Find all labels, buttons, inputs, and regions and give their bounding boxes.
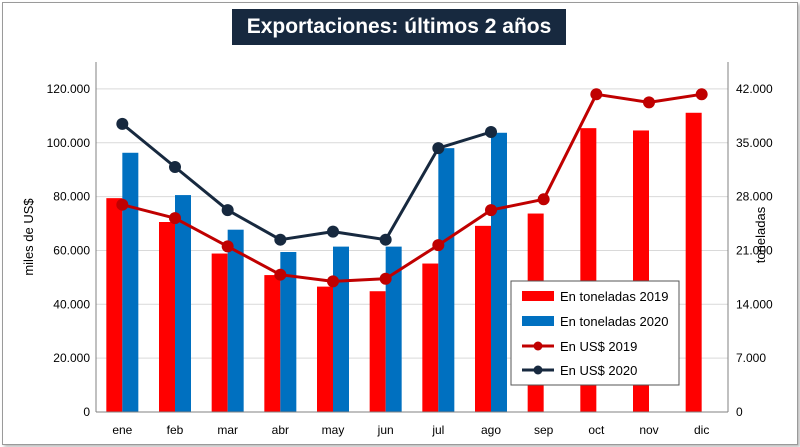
- legend-label-usd-2020: En US$ 2020: [560, 363, 637, 378]
- y-axis-right-title: toneladas: [753, 206, 768, 263]
- point-usd-2020: [274, 233, 287, 246]
- legend-swatch-usd-2019-marker: [533, 341, 543, 351]
- bar-toneladas-2020: [227, 229, 244, 412]
- y-tick-label-right: 28.000: [736, 190, 773, 204]
- point-usd-2019: [169, 212, 181, 225]
- line-usd-2019: [121, 92, 702, 283]
- y-tick-label-left: 60.000: [53, 243, 90, 257]
- y-tick-label-right: 21.000: [736, 243, 773, 257]
- y-tick-label-left: 40.000: [53, 297, 90, 311]
- axes: [95, 62, 729, 413]
- bar-toneladas-2019: [422, 263, 439, 412]
- bar-toneladas-2020: [333, 246, 349, 412]
- x-tick-label: may: [322, 423, 345, 437]
- y-tick-label-left: 20.000: [53, 351, 90, 365]
- y-tick-label-right: 7.000: [736, 351, 766, 365]
- point-usd-2019: [379, 272, 392, 285]
- point-usd-2019: [643, 96, 655, 109]
- bar-toneladas-2019: [211, 253, 228, 412]
- legend-swatch-toneladas-2020: [522, 316, 554, 326]
- x-tick-label: abr: [272, 423, 289, 437]
- tick-labels: 0 20.000 40.000 60.000 80.000 100.000 120.000 0…: [47, 82, 773, 437]
- x-tick-label: jul: [431, 423, 444, 437]
- x-tick-label: feb: [167, 423, 184, 437]
- legend-label-toneladas-2020: En toneladas 2020: [560, 314, 668, 329]
- bar-toneladas-2019: [475, 225, 491, 412]
- bar-toneladas-2019: [369, 291, 386, 412]
- bar-toneladas-2020: [175, 195, 191, 412]
- legend-label-usd-2019: En US$ 2019: [560, 339, 637, 354]
- point-usd-2019: [274, 268, 287, 281]
- bar-toneladas-2019: [685, 112, 702, 413]
- bar-toneladas-2019: [264, 275, 281, 412]
- x-tick-label: mar: [217, 423, 238, 437]
- point-usd-2020: [379, 233, 392, 246]
- legend-swatch-usd-2020-marker: [533, 365, 543, 375]
- point-usd-2020: [169, 161, 181, 173]
- bar-toneladas-2020: [491, 132, 507, 412]
- point-usd-2020: [221, 204, 234, 217]
- y-tick-label-right: 14.000: [736, 297, 773, 311]
- y-tick-label-left: 120.000: [47, 82, 91, 96]
- point-usd-2019: [590, 88, 603, 101]
- x-tick-label: nov: [639, 423, 658, 437]
- x-tick-label: sep: [534, 423, 554, 437]
- point-usd-2019: [695, 88, 708, 101]
- x-tick-label: oct: [588, 423, 605, 437]
- x-tick-label: ene: [112, 423, 132, 437]
- bar-toneladas-2020: [280, 252, 297, 412]
- bar-toneladas-2019: [106, 198, 123, 412]
- y-tick-label-left: 80.000: [53, 190, 90, 204]
- point-usd-2019: [432, 239, 445, 252]
- x-tick-label: ago: [481, 423, 501, 437]
- x-tick-label: jun: [377, 423, 394, 437]
- point-usd-2020: [432, 142, 445, 155]
- bar-toneladas-2020: [438, 148, 455, 412]
- bar-toneladas-2020: [385, 246, 402, 412]
- y-tick-label-left: 0: [83, 405, 90, 419]
- y-tick-label-left: 100.000: [47, 136, 91, 150]
- point-usd-2019: [116, 198, 129, 211]
- y-tick-label-right: 0: [736, 405, 743, 419]
- y-axis-left-title: miles de US$: [21, 198, 36, 276]
- point-usd-2020: [116, 117, 129, 130]
- x-tick-label: dic: [694, 423, 709, 437]
- line-usd-2020: [121, 122, 492, 242]
- y-tick-label-right: 42.000: [736, 82, 773, 96]
- bar-toneladas-2019: [159, 222, 175, 412]
- point-usd-2020: [327, 225, 339, 238]
- point-usd-2020: [485, 126, 497, 138]
- point-usd-2019: [221, 240, 234, 253]
- bar-toneladas-2019: [317, 286, 333, 412]
- chart-title: Exportaciones: últimos 2 años: [232, 9, 566, 45]
- legend-swatch-toneladas-2019: [522, 291, 554, 301]
- point-usd-2019: [485, 204, 497, 217]
- point-usd-2019: [327, 275, 339, 288]
- bars: [106, 112, 702, 413]
- point-usd-2019: [537, 193, 550, 206]
- lines: [116, 88, 708, 288]
- y-tick-label-right: 35.000: [736, 136, 773, 150]
- legend-label-toneladas-2019: En toneladas 2019: [560, 289, 668, 304]
- legend: En toneladas 2019 En toneladas 2020 En U…: [510, 280, 680, 386]
- bar-toneladas-2020: [122, 152, 139, 412]
